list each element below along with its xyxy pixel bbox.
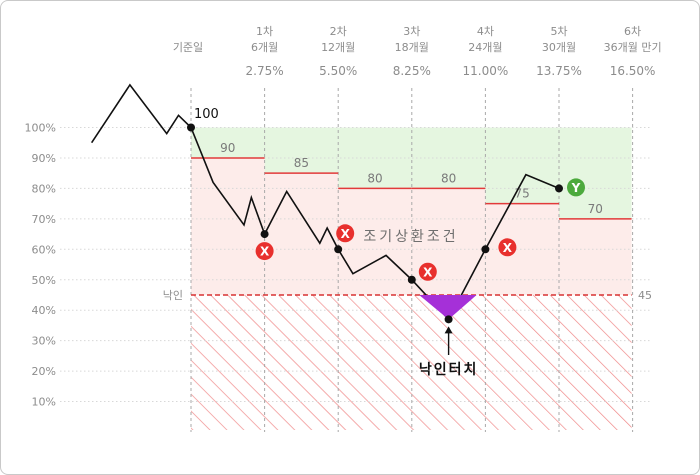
barriers: 90 85 80 80 75 70 낙인 45 [163, 141, 652, 302]
period-number: 3차 [403, 25, 420, 38]
y-tick-label: 30% [32, 335, 56, 348]
knock-in-arrow-head [444, 326, 453, 334]
period-coupon: 13.75% [536, 64, 582, 78]
knock-in-right-label: 45 [638, 289, 652, 302]
period-number: 2차 [330, 25, 347, 38]
badge-text: X [341, 227, 351, 241]
barrier-label: 85 [294, 156, 309, 170]
start-point [187, 123, 195, 132]
period-months: 18개월 [395, 41, 429, 54]
period-number: 5차 [550, 25, 567, 38]
y-tick-label: 60% [32, 243, 56, 256]
period-months: 기준일 [173, 40, 203, 54]
barrier-label: 70 [588, 202, 603, 216]
knock-in-touch-label: 낙인터치 [419, 361, 479, 378]
knock-in-zone [191, 294, 632, 430]
start-value-label: 100 [194, 107, 219, 122]
y-tick-label: 20% [32, 365, 56, 378]
y-tick-label: 40% [32, 304, 56, 317]
y-tick-label: 100% [25, 122, 56, 135]
period-months: 36개월 만기 [604, 41, 662, 54]
badge-text: X [503, 241, 513, 255]
period-coupon: 5.50% [319, 64, 357, 78]
period-months: 6개월 [251, 41, 278, 54]
observation-point [260, 230, 269, 239]
knock-in-left-label: 낙인 [163, 289, 183, 302]
period-coupon: 16.50% [610, 64, 656, 78]
observation-point [481, 245, 490, 254]
badge-text: X [423, 265, 433, 279]
redemption-fail-badge [498, 238, 517, 257]
redemption-fail-badge [255, 242, 274, 261]
period-number: 6차 [624, 25, 641, 38]
period-number: 4차 [477, 25, 494, 38]
period-coupon: 2.75% [246, 64, 284, 78]
period-header: 기준일 1차 6개월 2.75% 2차 12개월 5.50% 3차 18개월 8.25% 4차 24개… [173, 25, 662, 78]
barrier-label: 80 [367, 171, 382, 185]
y-tick-label: 70% [32, 213, 56, 226]
period-coupon: 11.00% [463, 64, 509, 78]
badge-text: X [260, 245, 270, 259]
period-months: 12개월 [321, 41, 355, 54]
barrier-label: 75 [515, 187, 530, 201]
badge-text: Y [571, 181, 581, 195]
y-tick-label: 50% [32, 274, 56, 287]
barrier-label: 90 [220, 141, 235, 155]
y-axis-ticks: 10% 20% 30% 40% 50% 60% 70% 80% 90% 100% [25, 122, 56, 409]
period-months: 30개월 [542, 41, 576, 54]
knock-in-touch-area [419, 294, 477, 320]
period-number: 1차 [256, 25, 273, 38]
observation-markers: X X X X Y 낙인터치 [187, 123, 585, 378]
observation-point [555, 184, 563, 193]
y-tick-label: 80% [32, 182, 56, 195]
redemption-zone-label: 조기상환조건 [363, 229, 458, 245]
y-tick-label: 90% [32, 152, 56, 165]
redemption-success-badge [567, 178, 585, 197]
period-coupon: 8.25% [393, 64, 431, 78]
observation-point [334, 245, 343, 254]
observation-point [407, 275, 416, 284]
y-tick-label: 10% [32, 396, 56, 409]
redemption-fail-badge [418, 262, 437, 281]
barrier-label: 80 [441, 171, 456, 185]
knock-in-touch-point [444, 315, 453, 324]
period-months: 24개월 [468, 41, 502, 54]
redemption-fail-badge [336, 224, 355, 243]
